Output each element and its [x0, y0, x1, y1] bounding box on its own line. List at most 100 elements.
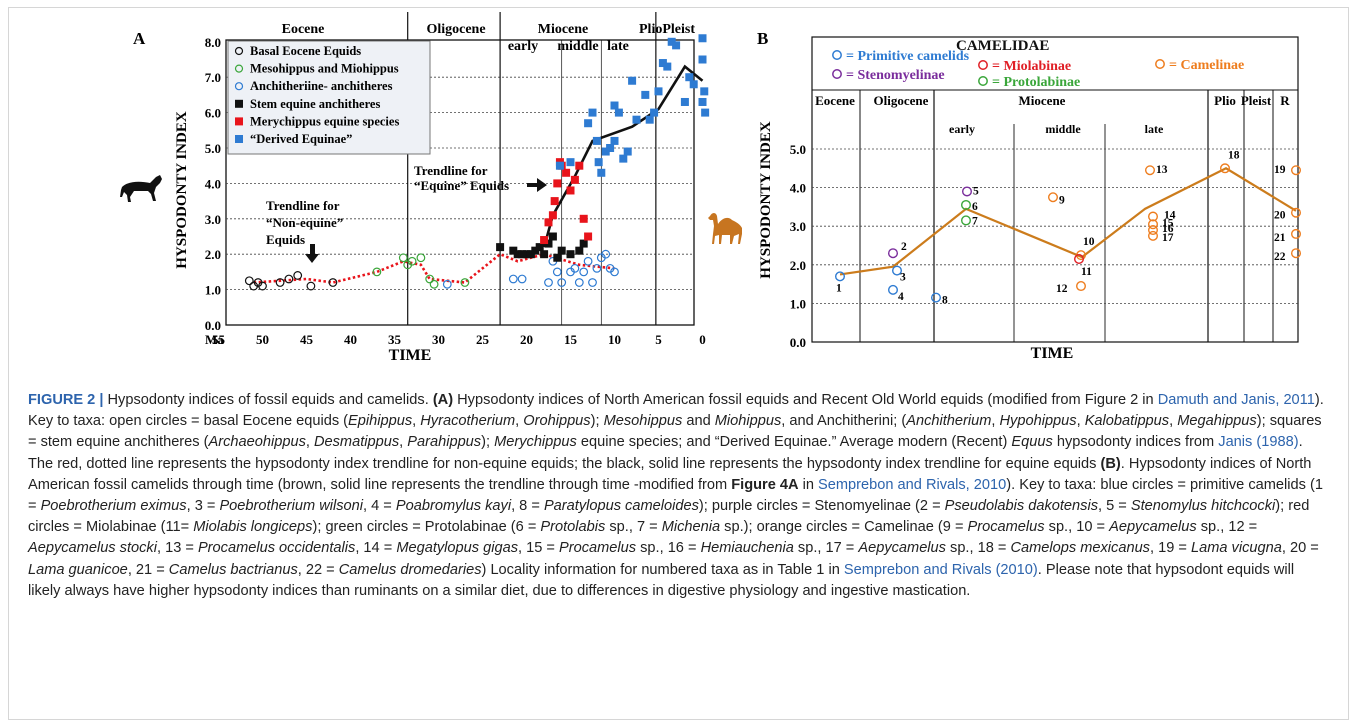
legend-label: Basal Eocene Equids — [250, 44, 361, 58]
caption-segment: Epihippus — [348, 413, 413, 430]
data-point-circle — [557, 278, 567, 287]
b-epoch-pleist: Pleist — [1241, 93, 1272, 108]
data-point-square — [566, 158, 575, 167]
caption-segment: Hypsodonty indices of North American fos… — [453, 392, 1158, 408]
caption-segment: . Hypsodonty indices of North American f… — [28, 455, 1312, 493]
panel-a-xlabel: TIME — [389, 347, 432, 364]
caption-segment: Archaeohippus — [208, 434, 306, 451]
data-point-square — [540, 236, 549, 245]
b-miocene-middle: middle — [1045, 122, 1081, 136]
b-epoch-miocene: Miocene — [1019, 93, 1066, 108]
data-point-circle — [372, 267, 382, 277]
y-tick-label: 7.0 — [205, 70, 221, 85]
y-tick-label: 0.0 — [205, 318, 221, 333]
annotation-nonequine-trendline: Trendline for “Non-equine” Equids — [266, 198, 343, 263]
x-tick-label: 30 — [432, 332, 445, 347]
caption-segment: Poebrotherium wilsoni — [219, 498, 364, 515]
panel-b-ylabel: HYSPODONTY INDEX — [758, 121, 774, 279]
caption-segment: , 15 = — [518, 540, 559, 557]
caption-segment: Procamelus — [559, 540, 637, 557]
panel-a-x-unit: Ma — [205, 332, 224, 347]
data-point-circle — [601, 249, 611, 259]
figure-charts: A HYSPODONTY INDEX TIME Ma 55 50 45 40 35 30 2… — [120, 12, 1301, 364]
data-point-circle — [460, 278, 470, 287]
camelid-point-label: 6 — [972, 201, 978, 213]
legend-label: Stem equine anchitheres — [250, 97, 380, 111]
caption-segment: , 4 = — [363, 498, 396, 515]
svg-text:Trendline for: Trendline for — [266, 198, 340, 213]
data-point-square — [680, 97, 689, 106]
caption-segment: , — [412, 413, 421, 430]
x-tick-label: 20 — [520, 332, 533, 347]
legend-protolabinae-marker — [978, 76, 988, 86]
caption-segment: Poabromylus kayi — [395, 498, 512, 515]
data-point-square — [632, 115, 641, 124]
caption-segment: , 8 = — [511, 498, 544, 515]
caption-segment: Aepycamelus stocki — [28, 540, 157, 557]
data-point-circle — [588, 278, 597, 287]
camelid-point-label: 7 — [972, 215, 978, 227]
data-point-square — [667, 37, 676, 46]
legend-label: Anchitheriine- anchitheres — [250, 79, 393, 93]
caption-segment: sp., 10 = — [1044, 519, 1110, 536]
caption-segment: ); red circles = Miolabinae (11= — [28, 498, 1310, 536]
camelid-point-18 — [1219, 163, 1230, 174]
legend-marker-square — [235, 99, 243, 108]
panel-a-ylabel: HYSPODONTY INDEX — [174, 111, 190, 269]
data-point-square — [606, 144, 615, 152]
panel-b: B HYSPODONTY INDEX TIME 0.0 1.0 2.0 3.0 4.0 5… — [708, 29, 1301, 362]
caption-segment: , 19 = — [1149, 540, 1191, 557]
data-point-circle — [306, 281, 316, 291]
data-point-square — [614, 108, 623, 117]
panel-a-legend: Basal Eocene Equids Mesohippus and Miohip… — [227, 40, 431, 155]
panel-a: A HYSPODONTY INDEX TIME Ma 55 50 45 40 35 30 2… — [120, 12, 710, 364]
data-point-square — [518, 250, 527, 259]
caption-segment: ). Key to taxa: open circles = basal Eoc… — [28, 392, 1324, 430]
camelid-point-label: 20 — [1274, 210, 1286, 222]
data-point-square — [689, 80, 698, 89]
caption-segment[interactable]: Semprebon and Rivals (2010) — [843, 561, 1038, 578]
data-point-square — [700, 87, 709, 96]
data-point-square — [550, 197, 559, 206]
y-tick-label: 4.0 — [790, 181, 806, 196]
caption-segment[interactable]: Damuth and Janis, 2011 — [1157, 392, 1315, 408]
caption-segment: sp.); orange circles = Camelinae (9 = — [720, 519, 968, 536]
camelid-point-22 — [1290, 248, 1301, 259]
panel-b-label: B — [757, 29, 768, 48]
data-point-circle — [407, 256, 417, 266]
b-epoch-recent: R — [1280, 93, 1290, 108]
data-point-square — [698, 55, 707, 64]
caption-segment: Stenomylus hitchcocki — [1130, 498, 1276, 515]
caption-segment: , 13 = — [156, 540, 198, 557]
data-point-circle — [429, 279, 439, 289]
data-point-square — [548, 211, 557, 220]
data-point-square — [562, 168, 571, 177]
caption-segment[interactable]: Semprebon and Rivals, 2010 — [818, 476, 1007, 493]
data-point-square — [579, 239, 588, 248]
data-point-square — [698, 34, 707, 43]
data-point-circle — [579, 267, 589, 277]
data-point-circle — [583, 256, 593, 266]
x-tick-label: 15 — [564, 332, 578, 347]
figure-label: FIGURE 2 | — [28, 392, 104, 408]
camelid-point-11 — [1073, 254, 1084, 265]
y-tick-label: 2.0 — [790, 258, 806, 273]
y-tick-label: 8.0 — [205, 35, 221, 50]
data-point-circle — [258, 281, 267, 291]
camelid-point-label: 2 — [901, 241, 907, 253]
legend-label: “Derived Equinae” — [250, 132, 352, 146]
caption-segment: Orohippus — [523, 413, 591, 430]
data-point-square — [672, 41, 681, 50]
caption-segment: , 22 = — [297, 561, 339, 578]
camelid-point-19 — [1290, 165, 1301, 176]
data-point-square — [610, 136, 619, 145]
caption-segment: Lama guanicoe — [28, 561, 128, 578]
caption-segment: Merychippus — [494, 434, 577, 451]
annotation-equine-trendline: Trendline for “Equine” Equids — [414, 163, 547, 193]
y-tick-label: 4.0 — [205, 176, 221, 191]
caption-segment[interactable]: Janis (1988) — [1218, 434, 1299, 451]
data-point-circle — [570, 263, 580, 273]
caption-segment: Protolabis — [540, 519, 606, 536]
caption-segment: Procamelus occidentalis — [197, 540, 356, 557]
